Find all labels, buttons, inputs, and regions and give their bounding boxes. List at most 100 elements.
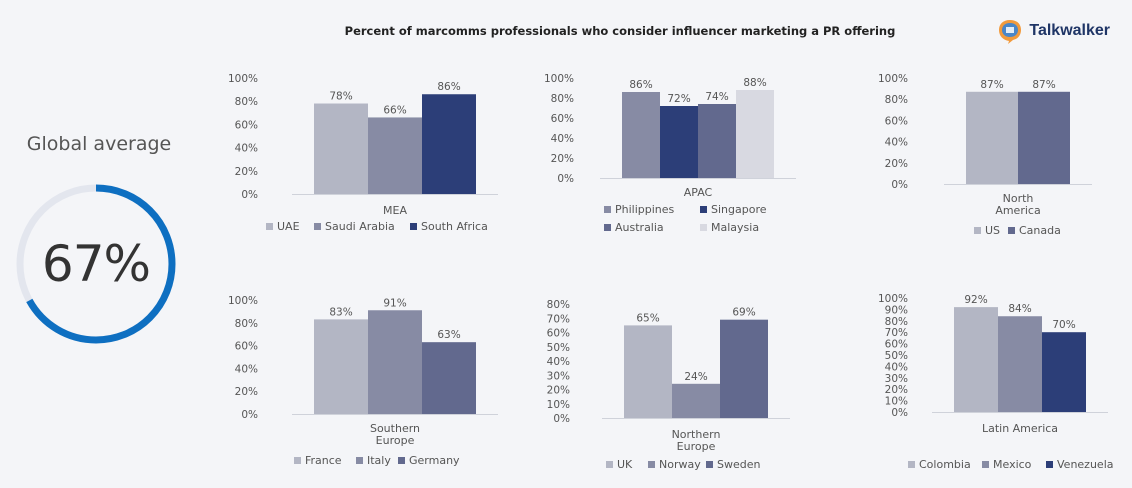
y-tick-label: 80% (885, 316, 908, 328)
chart-apac: 0% 20% 40% 60% 80% 100% 86% 72% 74% 88% APAC Philip… (544, 73, 796, 234)
y-tick-label: 80% (885, 94, 908, 106)
category-label: Europe (376, 434, 415, 447)
legend-swatch (1008, 227, 1015, 234)
bar (998, 316, 1042, 412)
y-tick-label: 50% (547, 342, 570, 354)
legend-swatch (604, 206, 611, 213)
y-tick-label: 60% (235, 119, 258, 131)
y-tick-label: 80% (235, 96, 258, 108)
bar-value-label: 65% (636, 312, 659, 324)
bar (624, 325, 672, 418)
chart-southern-europe: 0% 20% 40% 60% 80% 100% 83% 91% 63% SouthernEurop… (228, 295, 498, 467)
bar (1018, 91, 1070, 184)
bar-value-label: 66% (383, 104, 406, 116)
bar (660, 106, 698, 178)
category-label: Northern (672, 428, 721, 441)
page-title: Percent of marcomms professionals who co… (344, 24, 896, 38)
y-tick-label: 70% (885, 327, 908, 339)
legend-label: Norway (659, 458, 701, 471)
y-tick-label: 100% (878, 293, 908, 305)
chart-mea: 0% 20% 40% 60% 80% 100% 78% 66% 86% MEA UAE Saudi A… (228, 73, 498, 233)
bar (422, 342, 476, 414)
legend-swatch (606, 461, 613, 468)
y-tick-label: 20% (235, 166, 258, 178)
legend-swatch (706, 461, 713, 468)
y-tick-label: 40% (235, 143, 258, 155)
bar (736, 90, 774, 178)
y-tick-label: 40% (885, 361, 908, 373)
legend-swatch (356, 457, 363, 464)
bar-value-label: 24% (684, 371, 707, 383)
bar-value-label: 86% (629, 79, 652, 91)
y-tick-label: 100% (544, 73, 574, 85)
legend-label: US (985, 224, 1000, 237)
category-label: North (1003, 192, 1034, 205)
y-tick-label: 80% (551, 93, 574, 105)
legend-swatch (908, 461, 915, 468)
legend-label: France (305, 454, 342, 467)
bar-value-label: 91% (383, 297, 406, 309)
legend-swatch (410, 223, 417, 230)
bar (314, 319, 368, 414)
bar-value-label: 92% (964, 294, 987, 306)
y-tick-label: 100% (878, 73, 908, 85)
bar (368, 117, 422, 194)
category-label: Europe (677, 440, 716, 453)
y-tick-label: 70% (547, 313, 570, 325)
y-tick-label: 60% (235, 341, 258, 353)
y-tick-label: 60% (547, 328, 570, 340)
legend-swatch (974, 227, 981, 234)
legend-swatch (648, 461, 655, 468)
chart-northern-europe: 0% 10% 20% 30% 40% 50% 60% 70% 80% 65% 24% 69% North… (547, 299, 790, 471)
y-tick-label: 0% (891, 407, 908, 419)
category-label: MEA (383, 204, 407, 217)
legend-label: Saudi Arabia (325, 220, 395, 233)
y-tick-label: 20% (547, 385, 570, 397)
y-tick-label: 0% (241, 189, 258, 201)
legend-label: UK (617, 458, 633, 471)
bar-value-label: 88% (743, 77, 766, 89)
legend-swatch (266, 223, 273, 230)
brand-name: Talkwalker (1029, 22, 1110, 39)
bar (1042, 332, 1086, 412)
y-tick-label: 10% (885, 396, 908, 408)
bar (314, 103, 368, 194)
legend-swatch (982, 461, 989, 468)
y-tick-label: 0% (553, 413, 570, 425)
y-tick-label: 80% (235, 318, 258, 330)
y-tick-label: 40% (547, 356, 570, 368)
chart-latin-america: 0%10%20%30%40%50%60%70%80%90%100% 92%84%7… (878, 293, 1114, 471)
legend-label: Mexico (993, 458, 1032, 471)
category-label: APAC (684, 186, 713, 199)
category-label: America (995, 204, 1040, 217)
bar (422, 94, 476, 194)
y-tick-label: 40% (885, 137, 908, 149)
y-tick-label: 0% (891, 179, 908, 191)
legend-swatch (294, 457, 301, 464)
y-tick-label: 20% (885, 384, 908, 396)
bar-value-label: 70% (1052, 319, 1075, 331)
global-average-label: Global average (26, 133, 172, 155)
y-tick-label: 60% (885, 115, 908, 127)
legend-label: Italy (367, 454, 391, 467)
bar (720, 319, 768, 418)
legend-label: Malaysia (711, 221, 759, 234)
legend-label: Australia (615, 221, 664, 234)
legend-swatch (398, 457, 405, 464)
legend-label: Philippines (615, 203, 675, 216)
y-tick-label: 20% (885, 158, 908, 170)
global-average-value: 67% (41, 235, 151, 293)
bar (698, 104, 736, 178)
bar-value-label: 86% (437, 81, 460, 93)
bar-value-label: 72% (667, 93, 690, 105)
legend-label: Canada (1019, 224, 1061, 237)
category-label: Southern (370, 422, 420, 435)
legend-label: South Africa (421, 220, 488, 233)
bar-value-label: 87% (1032, 79, 1055, 91)
legend-swatch (700, 224, 707, 231)
y-tick-label: 50% (885, 350, 908, 362)
bar (368, 310, 422, 414)
y-tick-label: 30% (885, 373, 908, 385)
bar-value-label: 83% (329, 306, 352, 318)
y-tick-label: 60% (885, 339, 908, 351)
